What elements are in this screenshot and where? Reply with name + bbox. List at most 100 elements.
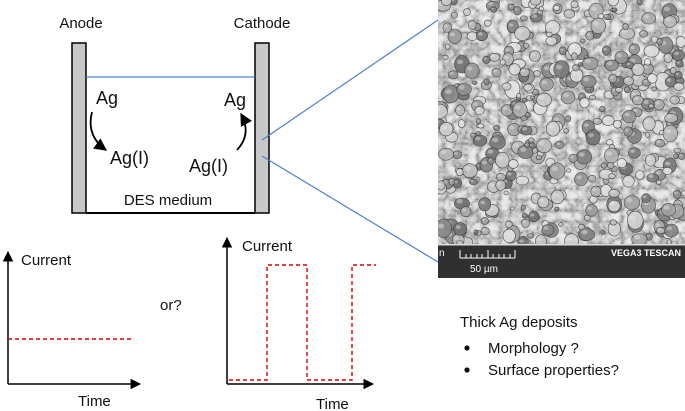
sem-grain bbox=[656, 37, 663, 46]
sem-grain-highlight bbox=[490, 54, 496, 58]
sem-grain-highlight bbox=[503, 83, 507, 87]
sem-grain-highlight bbox=[671, 68, 674, 71]
sem-grain bbox=[656, 227, 666, 235]
sem-grain-highlight bbox=[609, 224, 615, 229]
sem-grain-highlight bbox=[450, 32, 456, 37]
sem-grain-highlight bbox=[520, 147, 527, 152]
sem-grain-highlight bbox=[547, 37, 552, 42]
sem-grain-highlight bbox=[657, 76, 664, 82]
sem-grain-highlight bbox=[649, 104, 652, 106]
sem-grain-highlight bbox=[519, 239, 524, 243]
sem-grain bbox=[597, 13, 605, 19]
sem-grain-highlight bbox=[591, 6, 597, 12]
sem-grain bbox=[442, 22, 453, 33]
sem-grain-highlight bbox=[565, 10, 570, 14]
sem-grain bbox=[475, 131, 481, 136]
sem-grain-highlight bbox=[455, 224, 461, 229]
sem-grain bbox=[457, 119, 466, 129]
sem-grain-highlight bbox=[667, 240, 670, 242]
sem-grain-highlight bbox=[451, 0, 455, 2]
sem-instrument-label: VEGA3 TESCAN bbox=[611, 248, 681, 258]
sem-grain-highlight bbox=[556, 64, 563, 70]
sem-grain-highlight bbox=[633, 65, 639, 70]
sem-grain-highlight bbox=[634, 235, 641, 240]
sem-grain-highlight bbox=[456, 107, 461, 111]
notes-heading: Thick Ag deposits bbox=[460, 314, 578, 331]
sem-grain-highlight bbox=[509, 161, 514, 164]
sem-grain bbox=[450, 11, 458, 19]
sem-grain-highlight bbox=[648, 174, 654, 178]
sem-grain bbox=[448, 70, 459, 80]
sem-grain bbox=[510, 206, 515, 211]
sem-grain-highlight bbox=[664, 6, 670, 12]
anode-ion-label: Ag(I) bbox=[110, 148, 149, 168]
sem-grain-highlight bbox=[466, 66, 473, 71]
sem-grain-highlight bbox=[585, 215, 588, 218]
sem-grain-highlight bbox=[443, 55, 446, 58]
sem-grain-highlight bbox=[612, 89, 616, 92]
sem-grain-highlight bbox=[523, 98, 525, 101]
sem-grain-highlight bbox=[642, 195, 647, 199]
sem-grain-highlight bbox=[538, 152, 541, 155]
sem-grain-highlight bbox=[532, 0, 536, 1]
sem-grain-highlight bbox=[666, 78, 672, 82]
sem-grain-highlight bbox=[474, 231, 477, 233]
sem-grain bbox=[508, 63, 521, 76]
sem-grain-highlight bbox=[525, 85, 529, 88]
sem-grain-highlight bbox=[537, 155, 540, 158]
sem-grain-highlight bbox=[506, 222, 510, 225]
sem-grain-highlight bbox=[458, 85, 465, 90]
sem-grain bbox=[677, 152, 685, 160]
sem-grain-highlight bbox=[564, 129, 567, 131]
sem-grain-highlight bbox=[624, 112, 630, 117]
sem-grain-highlight bbox=[643, 14, 650, 19]
sem-grain bbox=[590, 185, 602, 198]
sem-grain-highlight bbox=[543, 65, 550, 71]
sem-grain bbox=[539, 77, 554, 92]
sem-grain-highlight bbox=[513, 143, 519, 148]
sem-grain-highlight bbox=[514, 60, 520, 64]
pulsed-current-trace bbox=[229, 264, 376, 381]
sem-grain-highlight bbox=[509, 125, 515, 130]
sem-grain-highlight bbox=[671, 97, 676, 101]
sem-grain-highlight bbox=[609, 146, 613, 148]
sem-grain-highlight bbox=[511, 207, 513, 209]
sem-grain bbox=[583, 214, 591, 222]
sem-grain-highlight bbox=[606, 61, 613, 66]
sem-grain-highlight bbox=[610, 76, 614, 79]
sem-grain-highlight bbox=[529, 138, 532, 141]
sem-grain-highlight bbox=[579, 94, 583, 97]
sem-grain bbox=[614, 50, 629, 64]
anode-dissolution-arrow bbox=[89, 111, 108, 151]
sem-grain-highlight bbox=[644, 119, 650, 124]
sem-grain-highlight bbox=[485, 21, 489, 24]
sem-grain-highlight bbox=[563, 93, 569, 98]
sem-grain bbox=[565, 168, 572, 173]
sem-grain bbox=[674, 71, 683, 80]
sem-grain bbox=[475, 118, 481, 124]
sem-grain-highlight bbox=[603, 179, 607, 182]
sem-grain bbox=[438, 180, 446, 191]
sem-grain-highlight bbox=[588, 133, 594, 138]
sem-grain bbox=[565, 115, 572, 122]
sem-grain-highlight bbox=[612, 8, 615, 10]
sem-grain bbox=[675, 59, 684, 68]
sem-grain-highlight bbox=[665, 161, 671, 166]
sem-grain bbox=[673, 147, 681, 154]
sem-grain-highlight bbox=[492, 137, 499, 143]
sem-grain bbox=[608, 74, 618, 84]
sem-grain bbox=[523, 83, 533, 92]
sem-grain bbox=[664, 113, 678, 124]
sem-grain-highlight bbox=[555, 207, 557, 209]
sem-grain bbox=[528, 211, 540, 223]
sem-grain bbox=[608, 173, 616, 179]
sem-grain bbox=[444, 43, 451, 50]
sem-grain bbox=[536, 138, 552, 154]
sem-grain-highlight bbox=[646, 46, 653, 51]
sem-grain bbox=[609, 219, 617, 226]
bullet-dot bbox=[464, 367, 470, 373]
sem-grain-highlight bbox=[532, 195, 537, 199]
sem-grain-highlight bbox=[445, 89, 452, 95]
sem-grain-highlight bbox=[629, 215, 636, 221]
